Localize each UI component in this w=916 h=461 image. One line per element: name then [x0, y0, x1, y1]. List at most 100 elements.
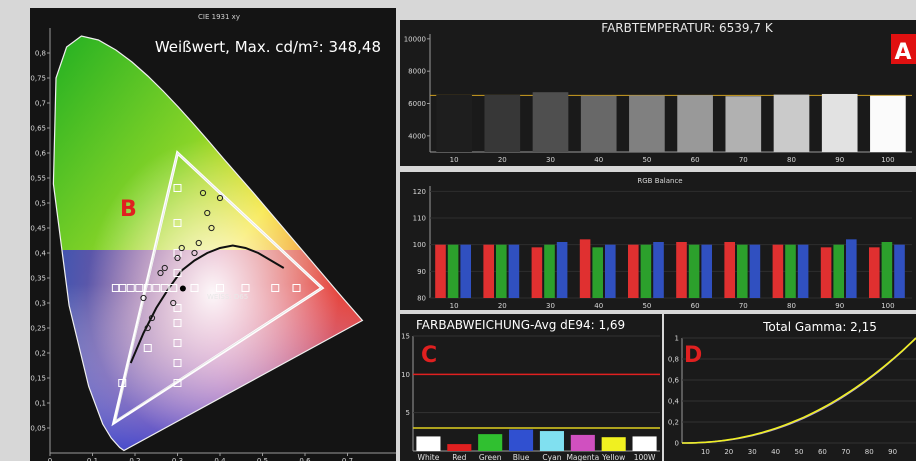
- de-bar: [570, 434, 595, 451]
- cie-measured-point: [157, 269, 164, 277]
- deltae-title: FARBABWEICHUNG-Avg dE94: 1,69: [416, 318, 625, 332]
- cie-y-tick-label: 0,75: [30, 75, 46, 83]
- cie-target-square: [160, 284, 169, 292]
- cie-target-square: [173, 359, 182, 367]
- cie-measured-point: [144, 324, 151, 332]
- rgb-bar: [785, 244, 796, 298]
- cie-y-tick-label: 0,4: [35, 250, 47, 258]
- panel-letter-d: D: [684, 343, 702, 368]
- cie-y-tick-label: 0,55: [30, 175, 46, 183]
- ct-bar: [677, 95, 713, 152]
- rgb-bar: [749, 244, 761, 298]
- rgb-y-tick-label: 90: [417, 268, 426, 276]
- rgb-bar: [531, 247, 543, 298]
- ct-x-tick-label: 80: [787, 156, 796, 164]
- cie-x-tick-label: 0,7: [342, 457, 353, 461]
- cie-target-square: [118, 284, 127, 292]
- cie-target-square: [173, 339, 182, 347]
- cie-measured-gamut: [115, 152, 323, 422]
- cie-target-square: [118, 379, 127, 387]
- rgb-bar: [820, 247, 832, 298]
- ct-y-tick-label: 10000: [404, 35, 426, 43]
- rgb-bar: [736, 244, 748, 298]
- cie-target-square: [169, 284, 178, 292]
- rgb-x-tick-label: 70: [739, 302, 748, 310]
- cie-target-square: [173, 269, 182, 277]
- rgb-bar: [640, 244, 652, 298]
- cie-target-square: [152, 284, 161, 292]
- cie-measured-point: [174, 254, 181, 262]
- rgb-x-tick-label: 20: [498, 302, 507, 310]
- rgb-bar: [772, 244, 784, 298]
- gm-y-tick-label: 0: [675, 440, 679, 448]
- rgb-bar: [556, 242, 568, 298]
- rgb-balance-title: RGB Balance: [637, 177, 682, 185]
- rgb-bar: [797, 244, 809, 298]
- rgb-bar: [579, 239, 591, 298]
- de-bar: [632, 436, 657, 451]
- ct-bar: [629, 95, 665, 152]
- rgb-y-tick-label: 80: [417, 295, 426, 303]
- cie-x-tick-label: 0,5: [257, 457, 268, 461]
- ct-x-tick-label: 100: [881, 156, 894, 164]
- cie-target-square: [292, 284, 301, 292]
- rgb-bar: [894, 244, 905, 298]
- cie-measured-point: [148, 314, 156, 322]
- rgb-bar: [460, 244, 472, 298]
- rgb-x-tick-label: 30: [546, 302, 555, 310]
- cie-x-tick-label: 0: [48, 457, 52, 461]
- cie-measured-point: [204, 209, 211, 217]
- cie-target-square: [173, 319, 182, 327]
- ct-y-tick-label: 6000: [408, 100, 426, 108]
- gm-x-tick-label: 80: [865, 448, 874, 456]
- rgb-x-tick-label: 50: [642, 302, 651, 310]
- gm-y-tick-label: 0,2: [668, 419, 679, 427]
- cie-target-square: [173, 184, 182, 192]
- rgb-bar: [833, 244, 845, 298]
- cie-x-tick-label: 0,3: [172, 457, 183, 461]
- de-bar: [539, 431, 564, 451]
- de-bar: [416, 436, 441, 451]
- gm-x-tick-label: 30: [748, 448, 757, 456]
- ct-x-tick-label: 70: [739, 156, 748, 164]
- rgb-bar: [724, 242, 735, 298]
- ct-bar: [580, 95, 617, 152]
- colortemp-title-bg: [570, 20, 804, 36]
- panel-letter-c: C: [421, 343, 437, 368]
- gamma-title: Total Gamma: 2,15: [762, 320, 877, 334]
- de-x-tick-label: White: [418, 453, 440, 461]
- cie-y-tick-label: 0,45: [30, 225, 46, 233]
- de-x-tick-label: Blue: [513, 453, 530, 461]
- gm-x-tick-label: 10: [701, 448, 710, 456]
- de-y-tick-label: 5: [406, 409, 410, 417]
- cie-y-tick-label: 0,65: [30, 125, 46, 133]
- ct-bar: [484, 94, 521, 152]
- rgb-x-tick-label: 10: [450, 302, 459, 310]
- gamma-chart: 0 0,2 0,4 0,6 0,8 1 10 20 30 40 50 60 70 80 90: [668, 335, 916, 456]
- rgb-bar: [701, 244, 713, 298]
- de-bar: [601, 437, 626, 451]
- de-x-tick-label: Yellow: [601, 453, 625, 461]
- de-y-tick-label: 10: [401, 371, 410, 379]
- ct-y-tick-label: 4000: [408, 132, 426, 140]
- de-bar: [509, 429, 534, 451]
- cie-y-tick-label: 0,1: [35, 400, 46, 408]
- gm-x-tick-label: 70: [841, 448, 850, 456]
- cie-measured-point: [199, 189, 207, 197]
- cie-target-square: [241, 284, 250, 292]
- cie-y-tick-label: 0,7: [35, 100, 46, 108]
- cie-target-square: [173, 379, 182, 387]
- rgb-bar: [868, 247, 880, 298]
- panel-letter-a-bg: [891, 34, 916, 64]
- cie-target-square: [135, 284, 144, 292]
- rgb-bar: [605, 244, 616, 298]
- rgb-y-tick-label: 110: [413, 215, 426, 223]
- cie-target-square: [143, 344, 152, 352]
- de-x-tick-label: Red: [452, 453, 466, 461]
- ct-x-tick-label: 40: [594, 156, 603, 164]
- cie-target-square: [173, 219, 182, 227]
- de-y-tick-label: 15: [401, 333, 410, 341]
- gm-y-tick-label: 0,4: [668, 398, 680, 406]
- cie-target-square: [111, 284, 120, 292]
- ct-bar: [725, 96, 762, 152]
